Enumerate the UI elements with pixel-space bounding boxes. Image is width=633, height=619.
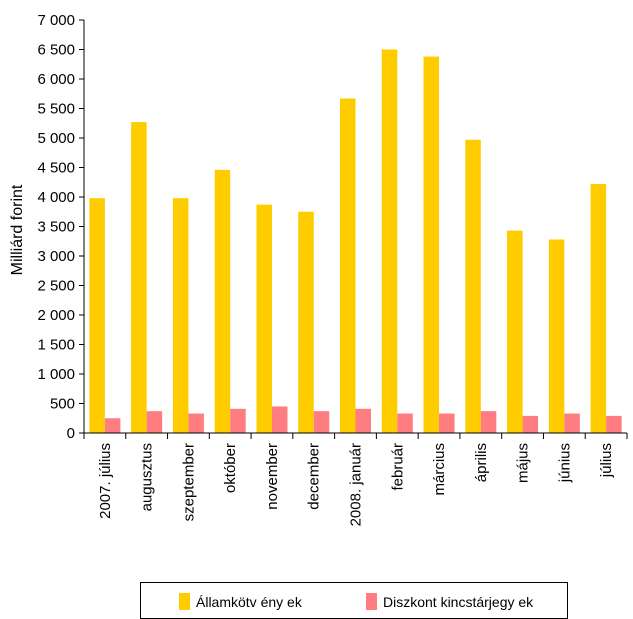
legend-item-series-1: Államkötv ény ek	[179, 593, 302, 610]
legend-item-series-2: Diszkont kincstárjegy ek	[366, 593, 533, 610]
bar-series-2-2	[188, 413, 204, 433]
y-tick-label-0: 0	[67, 425, 75, 442]
bar-series-1-4	[256, 204, 272, 433]
y-tick-label-9: 4 500	[37, 160, 75, 177]
bar-series-1-8	[423, 56, 440, 434]
bar-series-2-12	[606, 415, 622, 433]
y-tick-label-2: 1 000	[37, 366, 75, 383]
y-tick-label-13: 6 500	[37, 42, 75, 59]
bar-series-1-5	[298, 211, 314, 433]
bar-series-2-5	[313, 411, 330, 433]
y-tick-label-3: 1 500	[37, 337, 75, 354]
y-tick-label-10: 5 000	[37, 130, 75, 147]
y-tick-labels: 0 500 1 000 1 500 2 000 2 500 3 000 3 500 4 000 4…	[37, 12, 75, 442]
y-tick-label-12: 6 000	[37, 71, 75, 88]
bar-series-2-10	[522, 415, 539, 433]
bar-series-1-1	[131, 122, 147, 433]
bar-series-1-7	[381, 49, 398, 433]
bar-series-1-12	[590, 184, 607, 433]
y-axis-title: Milliárd forint	[9, 184, 26, 275]
legend-swatch-series-1	[179, 593, 190, 610]
legend-label-series-2: Diszkont kincstárjegy ek	[383, 593, 534, 610]
bars-layer	[89, 49, 622, 434]
x-tick-labels: 2007. július augusztus szeptember október no…	[97, 443, 615, 526]
bar-series-2-1	[146, 411, 163, 433]
x-tick-label-1: augusztus	[139, 443, 156, 511]
y-tick-label-14: 7 000	[37, 12, 75, 29]
x-tick-label-12: július	[598, 443, 615, 478]
bar-series-2-6	[355, 408, 371, 433]
y-tick-label-11: 5 500	[37, 101, 75, 118]
x-tick-label-7: február	[389, 443, 406, 491]
bar-series-1-3	[214, 169, 231, 434]
legend: Államkötv ény ek Diszkont kincstárjegy e…	[140, 582, 568, 619]
y-tick-label-7: 3 500	[37, 219, 75, 236]
x-tick-label-6: 2008. január	[348, 443, 365, 526]
x-tick-label-2: szeptember	[180, 443, 197, 521]
y-tick-label-5: 2 500	[37, 278, 75, 295]
x-tick-label-10: május	[515, 443, 532, 483]
bar-series-2-8	[439, 413, 455, 433]
bar-series-2-0	[104, 418, 121, 433]
bar-series-1-11	[548, 239, 565, 433]
y-tick-label-1: 500	[50, 396, 75, 413]
bar-series-1-9	[465, 139, 481, 433]
bar-series-1-10	[507, 230, 523, 433]
bar-series-2-11	[564, 413, 580, 433]
x-tick-label-3: október	[222, 443, 239, 493]
y-axis-title-text: Milliárd forint	[9, 184, 26, 275]
axes-layer	[79, 19, 628, 439]
x-tick-label-0: 2007. július	[97, 443, 114, 519]
y-tick-label-8: 4 000	[37, 189, 75, 206]
x-tick-label-4: november	[264, 443, 281, 510]
bar-series-1-0	[89, 198, 105, 433]
bar-chart: Milliárd forint 0 500 1 000 1 500 2 000 2 500…	[9, 12, 628, 526]
y-tick-label-4: 2 000	[37, 307, 75, 324]
bar-series-2-3	[230, 408, 246, 433]
x-tick-label-11: június	[556, 443, 573, 483]
bar-series-2-4	[271, 406, 288, 433]
bar-series-1-6	[340, 98, 356, 433]
x-tick-label-8: március	[431, 443, 448, 496]
bar-series-2-7	[397, 413, 413, 433]
legend-swatch-series-2	[366, 593, 377, 610]
legend-label-series-1: Államkötv ény ek	[196, 593, 302, 610]
y-tick-label-6: 3 000	[37, 248, 75, 265]
x-tick-label-9: április	[473, 443, 490, 482]
x-tick-label-5: december	[306, 443, 323, 510]
bar-series-1-2	[172, 198, 189, 433]
bar-series-2-9	[480, 411, 497, 433]
